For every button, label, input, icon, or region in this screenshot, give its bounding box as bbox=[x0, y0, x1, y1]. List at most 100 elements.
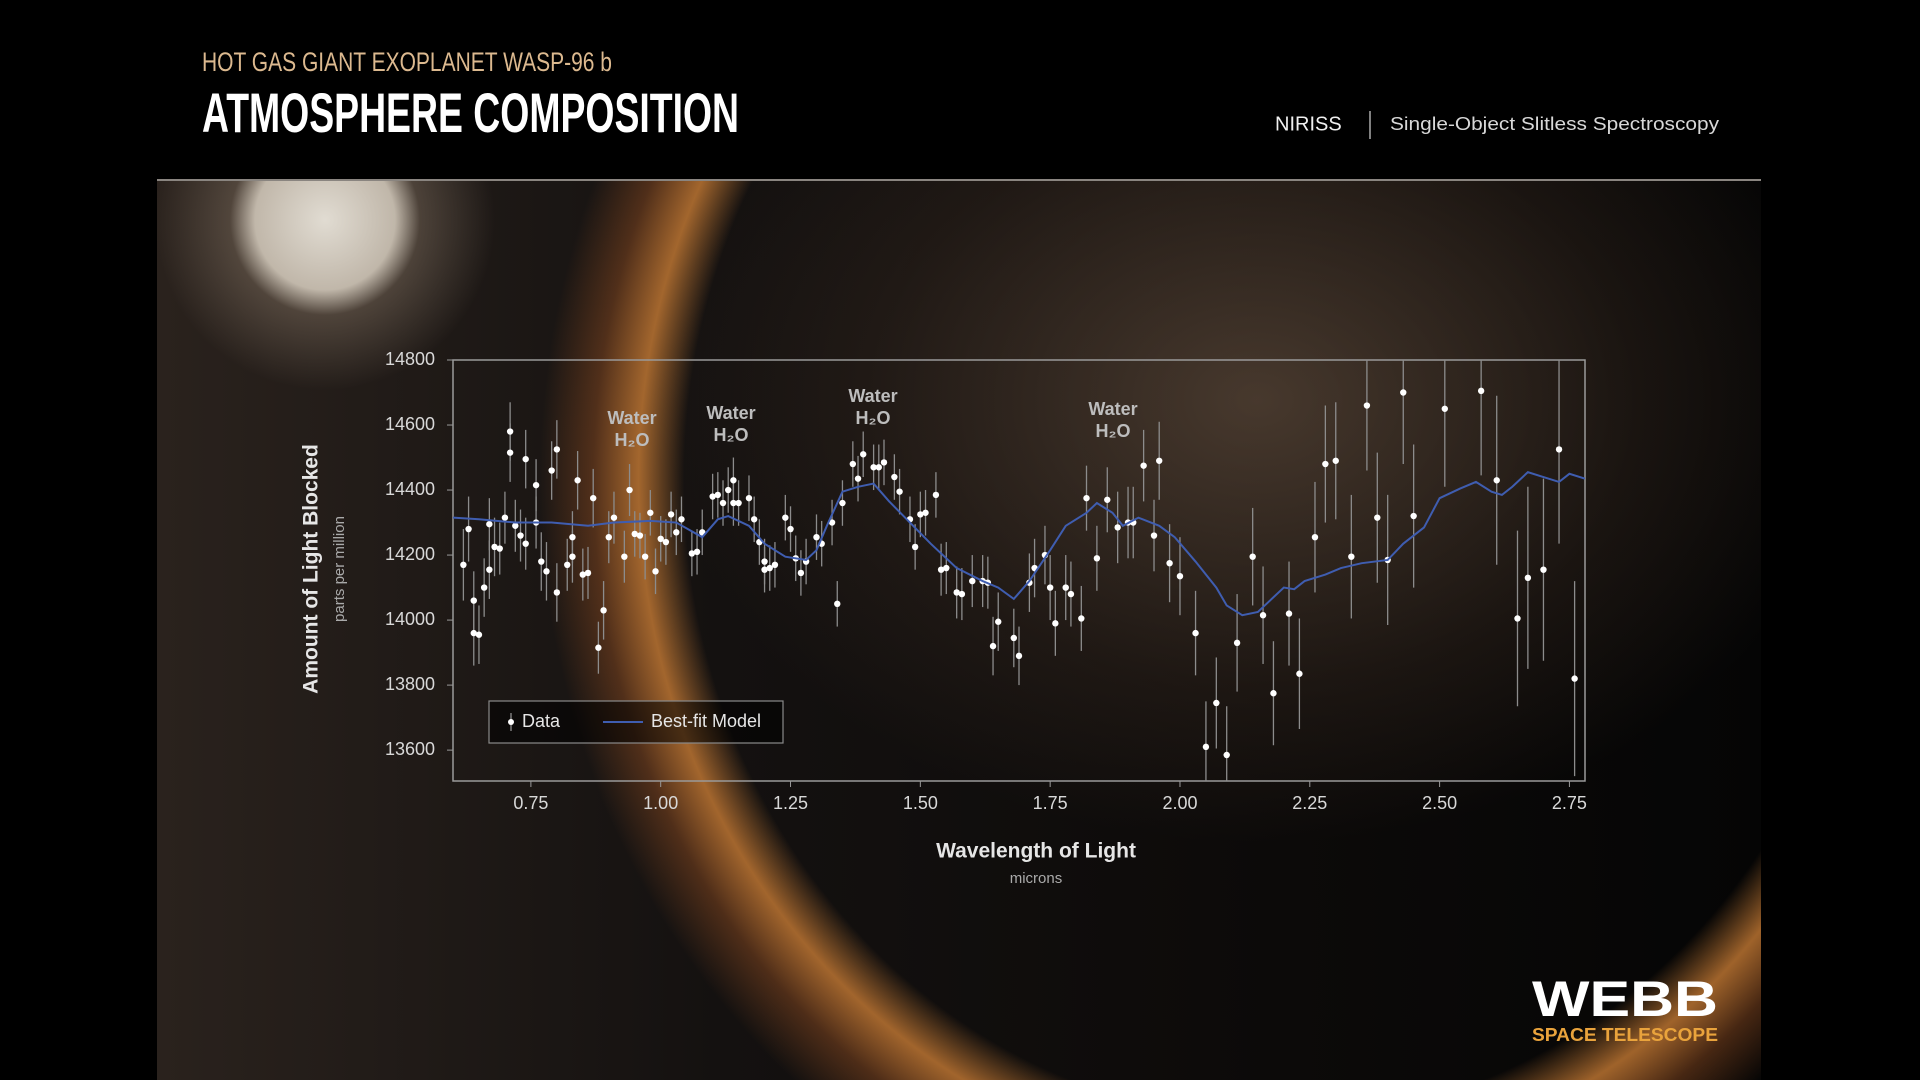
annotation-formula: H₂O bbox=[615, 430, 650, 450]
x-tick-label: 1.25 bbox=[773, 793, 808, 813]
data-point bbox=[880, 459, 888, 466]
data-point bbox=[766, 564, 773, 572]
annotation-formula: H₂O bbox=[1096, 421, 1131, 441]
data-point bbox=[569, 553, 576, 560]
data-point bbox=[1296, 670, 1303, 677]
data-point bbox=[470, 597, 477, 604]
data-point bbox=[465, 525, 472, 533]
data-point bbox=[875, 464, 882, 471]
data-point bbox=[1322, 460, 1329, 468]
data-point bbox=[1374, 514, 1381, 521]
x-tick-label: 2.50 bbox=[1422, 793, 1457, 813]
data-point bbox=[480, 584, 488, 591]
data-point bbox=[932, 491, 940, 499]
data-point bbox=[995, 618, 1002, 625]
data-point bbox=[569, 533, 576, 541]
data-point bbox=[750, 516, 758, 523]
x-tick-label: 1.50 bbox=[903, 793, 938, 813]
annotation-formula: H₂O bbox=[856, 408, 891, 428]
data-point bbox=[532, 481, 540, 489]
data-point bbox=[652, 568, 659, 575]
data-point bbox=[917, 511, 924, 518]
x-tick-label: 1.00 bbox=[643, 793, 678, 813]
data-point bbox=[584, 569, 592, 577]
data-point bbox=[761, 558, 768, 565]
data-point bbox=[506, 449, 514, 456]
annotation-label: Water bbox=[607, 408, 656, 428]
page-title: ATMOSPHERE COMPOSITION bbox=[202, 81, 739, 144]
plot-frame bbox=[452, 359, 1586, 782]
data-point bbox=[1540, 566, 1547, 573]
data-point bbox=[1514, 615, 1521, 622]
data-point bbox=[1046, 584, 1054, 591]
annotation-formula: H₂O bbox=[714, 425, 749, 445]
data-point bbox=[564, 561, 571, 569]
data-point bbox=[771, 561, 779, 569]
data-point bbox=[1348, 553, 1355, 560]
model-line bbox=[453, 471, 1585, 617]
data-point bbox=[1176, 572, 1184, 580]
data-point bbox=[1400, 389, 1407, 396]
data-point bbox=[512, 522, 519, 529]
data-point bbox=[1202, 743, 1210, 751]
data-point bbox=[1156, 457, 1163, 464]
data-point bbox=[1104, 496, 1111, 503]
divider bbox=[157, 179, 1761, 181]
data-point bbox=[693, 548, 701, 556]
y-tick-label: 13600 bbox=[385, 739, 435, 759]
instrument: NIRISS bbox=[1275, 113, 1342, 135]
data-point bbox=[688, 550, 696, 557]
data-point bbox=[735, 499, 742, 507]
logo-name: WEBB bbox=[1532, 971, 1718, 1027]
data-point bbox=[553, 589, 561, 596]
data-point bbox=[553, 446, 561, 453]
data-point bbox=[470, 629, 477, 637]
data-point bbox=[958, 590, 966, 598]
data-point bbox=[610, 514, 618, 521]
data-point bbox=[626, 486, 633, 494]
data-point bbox=[641, 553, 649, 560]
y-tick-label: 13800 bbox=[385, 674, 435, 694]
data-point bbox=[496, 545, 503, 552]
data-point bbox=[1150, 532, 1158, 539]
data-point bbox=[1223, 751, 1230, 759]
background-image bbox=[157, 180, 1761, 1080]
data-point bbox=[501, 514, 509, 521]
data-point bbox=[860, 451, 867, 458]
data-point bbox=[1083, 494, 1090, 502]
data-point bbox=[849, 460, 857, 468]
x-tick-label: 0.75 bbox=[513, 793, 548, 813]
data-point bbox=[1270, 690, 1277, 697]
mode: Single-Object Slitless Spectroscopy bbox=[1390, 114, 1719, 134]
data-point bbox=[486, 566, 493, 573]
data-point bbox=[538, 558, 545, 565]
data-point bbox=[590, 494, 597, 502]
logo-tagline: SPACE TELESCOPE bbox=[1532, 1025, 1718, 1045]
data-point bbox=[937, 566, 945, 573]
data-point bbox=[1441, 405, 1448, 412]
data-point bbox=[1524, 574, 1532, 582]
data-point bbox=[1093, 555, 1101, 562]
data-point bbox=[574, 477, 581, 484]
data-point bbox=[719, 499, 727, 507]
data-point bbox=[1010, 634, 1018, 642]
y-axis-label: Amount of Light Blocked bbox=[300, 444, 323, 694]
data-point bbox=[813, 533, 820, 541]
data-point bbox=[1363, 402, 1371, 409]
data-point bbox=[782, 514, 789, 521]
data-point bbox=[1067, 590, 1075, 598]
data-point bbox=[943, 564, 950, 572]
x-axis-unit: microns bbox=[1010, 870, 1063, 887]
data-point bbox=[1062, 584, 1069, 591]
data-point bbox=[522, 540, 529, 547]
data-point bbox=[1114, 524, 1121, 531]
data-point bbox=[522, 455, 529, 463]
data-point bbox=[491, 543, 498, 551]
data-point bbox=[1571, 675, 1578, 682]
data-point bbox=[1078, 615, 1085, 622]
y-tick-label: 14600 bbox=[385, 414, 435, 434]
data-point bbox=[1477, 387, 1485, 395]
data-point bbox=[657, 535, 664, 543]
